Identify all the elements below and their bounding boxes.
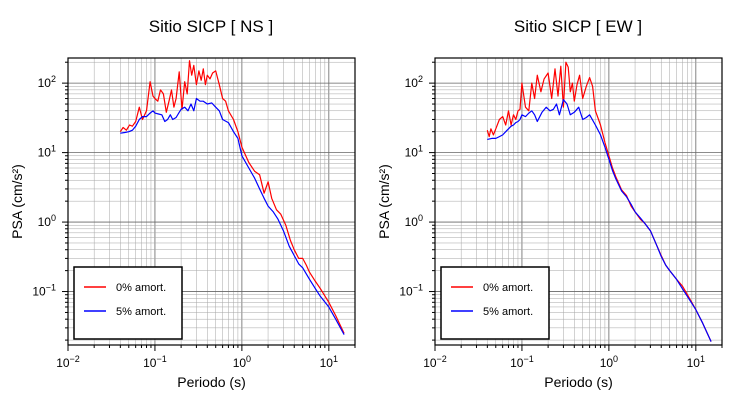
- series-line-blue: [120, 97, 345, 335]
- y-axis-label: PSA (cm/s²): [9, 164, 25, 239]
- y-tick-label: 100: [405, 213, 423, 229]
- x-axis-label: Periodo (s): [544, 374, 612, 390]
- chart-panel-1: 10−2 10−1 100 101 10−1 100 101 102 Sitio SICP [ …: [9, 17, 356, 390]
- axis-ticks: [62, 61, 356, 351]
- x-axis-label: Periodo (s): [177, 374, 245, 390]
- y-tick-label: 100: [38, 213, 56, 229]
- y-tick-label: 102: [405, 74, 423, 90]
- y-tick-label: 101: [38, 144, 56, 160]
- legend-label: 5% amort.: [483, 306, 533, 318]
- x-tick-label: 101: [320, 354, 338, 370]
- chart-title: Sitio SICP [ EW ]: [514, 17, 642, 36]
- x-tick-label: 100: [600, 354, 618, 370]
- x-tick-label: 10−2: [423, 354, 447, 370]
- series-line-red: [119, 60, 345, 334]
- legend-label: 5% amort.: [116, 306, 166, 318]
- legend-label: 0% amort.: [483, 282, 533, 294]
- x-tick-label: 10−1: [510, 354, 534, 370]
- legend-label: 0% amort.: [116, 282, 166, 294]
- x-tick-label: 100: [233, 354, 251, 370]
- chart-panel-2: 10−2 10−1 100 101 10−1 100 101 102 Sitio SICP [ …: [376, 17, 723, 390]
- chart-title: Sitio SICP [ NS ]: [149, 17, 273, 36]
- legend: 0% amort. 5% amort.: [440, 266, 550, 340]
- y-tick-label: 10−1: [32, 283, 56, 299]
- legend-box: [440, 266, 550, 340]
- grid-lines: [67, 58, 356, 345]
- y-tick-label: 10−1: [399, 283, 423, 299]
- axis-ticks: [429, 61, 723, 351]
- x-tick-label: 10−2: [56, 354, 80, 370]
- legend: 0% amort. 5% amort.: [73, 266, 183, 340]
- y-axis-label: PSA (cm/s²): [376, 164, 392, 239]
- x-tick-label: 10−1: [143, 354, 167, 370]
- y-tick-label: 102: [38, 74, 56, 90]
- x-tick-label: 101: [687, 354, 705, 370]
- series-line-blue: [487, 98, 712, 342]
- y-tick-label: 101: [405, 144, 423, 160]
- legend-box: [73, 266, 183, 340]
